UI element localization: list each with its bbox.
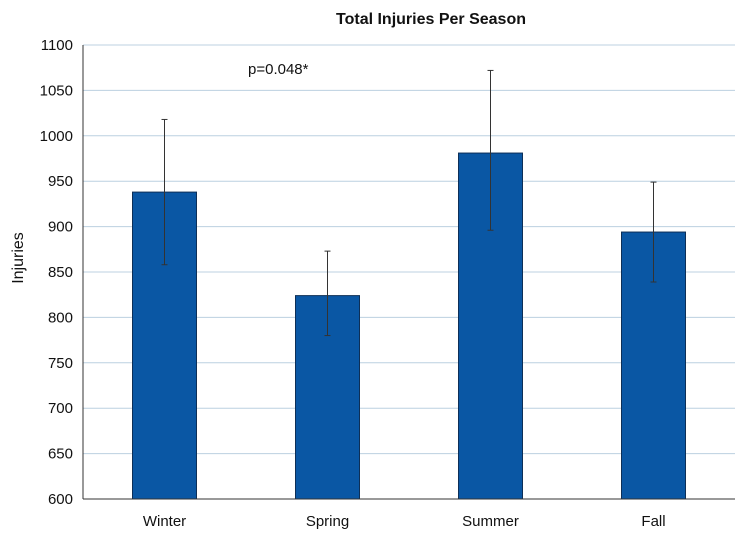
x-tick-label: Winter xyxy=(143,513,186,530)
y-tick-label: 850 xyxy=(48,264,73,281)
error-bar-winter xyxy=(161,118,168,266)
bars xyxy=(132,152,686,500)
y-tick-label: 600 xyxy=(48,491,73,508)
x-axis-ticks: Winter Spring Summer Fall xyxy=(143,513,666,530)
y-tick-label: 650 xyxy=(48,446,73,463)
y-tick-label: 800 xyxy=(48,309,73,326)
chart-title: Total Injuries Per Season xyxy=(336,11,526,28)
y-tick-label: 700 xyxy=(48,400,73,417)
y-tick-label: 1100 xyxy=(41,37,73,54)
error-bar-summer xyxy=(487,69,494,231)
error-bar-fall xyxy=(650,181,657,283)
y-axis-label: Injuries xyxy=(10,232,27,284)
error-bar-spring xyxy=(324,250,331,337)
y-tick-label: 900 xyxy=(48,219,73,236)
y-axis-ticks: 600 650 700 750 800 850 900 950 1000 1050 1100 xyxy=(40,37,73,508)
x-tick-label: Spring xyxy=(306,513,349,530)
x-tick-label: Fall xyxy=(641,513,665,530)
error-bars xyxy=(161,69,657,337)
axes xyxy=(82,45,735,500)
y-tick-label: 1050 xyxy=(40,82,73,99)
y-tick-label: 750 xyxy=(48,355,73,372)
y-tick-label: 1000 xyxy=(40,128,73,145)
y-tick-label: 950 xyxy=(48,173,73,190)
x-tick-label: Summer xyxy=(462,513,519,530)
p-value-annotation: p=0.048* xyxy=(248,61,309,78)
